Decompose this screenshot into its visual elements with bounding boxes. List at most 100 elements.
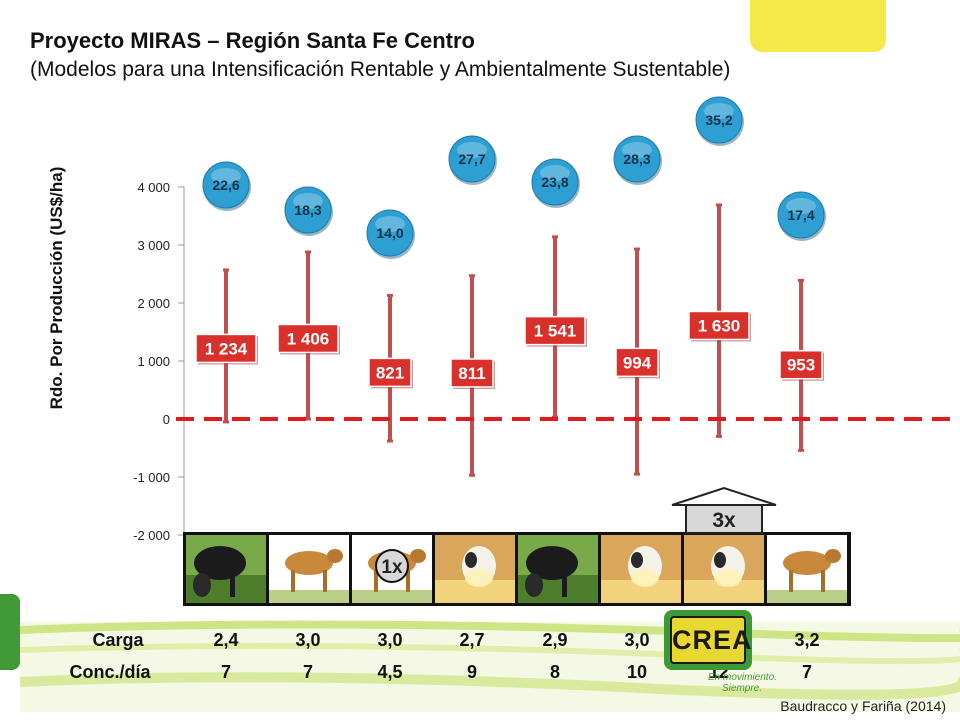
page-title: Proyecto MIRAS – Región Santa Fe Centro [30,28,475,53]
crea-logo: CREA [664,610,752,670]
mean-label-box [368,357,412,388]
bubble-label: 18,3 [294,202,321,218]
cow-leg [562,575,567,597]
bubble-label: 27,7 [458,151,485,167]
mean-label: 1 630 [698,316,741,335]
y-tick-label: 0 [163,412,170,427]
conc-value: 7 [221,662,231,682]
conc-value: 7 [303,662,313,682]
badge-3x-roof [671,486,777,506]
mean-label-box [524,315,586,346]
bubble-label: 22,6 [212,177,239,193]
carga-value: 3,0 [624,630,649,650]
value-bubble [695,96,743,144]
cow-spot [714,552,726,568]
cow-head [410,549,426,563]
feed-glow [714,569,742,587]
feed-trough [684,580,764,603]
cow-spot [631,552,643,568]
mean-label: 994 [623,353,652,372]
bubble-highlight [375,216,405,232]
cow-head [525,573,543,597]
cow-body [526,546,578,580]
mean-label: 811 [458,364,485,383]
cow-standing-icon [269,535,349,603]
grass-ground [767,590,847,603]
conc-value: 9 [467,662,477,682]
badge-3x-box [685,504,763,534]
carga-value: 3,2 [794,630,819,650]
feed-trough [601,580,681,603]
bubble-label: 17,4 [787,207,814,223]
cow-feeding-icon: 3x [671,486,777,603]
mean-label: 1 541 [534,322,577,341]
mean-label-box [615,347,659,378]
conc-value: 8 [550,662,560,682]
cow-leg [230,575,235,597]
y-tick-label: 2 000 [137,296,170,311]
y-tick-label: -2 000 [133,528,170,543]
cow-feeding-icon [435,535,515,603]
cow-body [285,551,333,575]
carga-value: 2,9 [542,630,567,650]
value-bubble [777,191,825,239]
cow-head [825,549,841,563]
grass-band [19,620,960,712]
cow-body [194,546,246,580]
carga-value: 2,7 [459,630,484,650]
bubble-highlight [540,165,570,181]
conc-value: 10 [627,662,647,682]
bubble-highlight [704,103,734,119]
cow-leg [323,570,327,592]
mean-label: 1 406 [287,329,330,348]
bubble-highlight [622,142,652,158]
y-tick-label: -1 000 [133,470,170,485]
bubble-highlight [211,168,241,184]
cow-feeding-icon [601,535,681,603]
value-bubble [202,161,250,209]
cow-standing-icon: 1x [352,535,432,603]
feed-glow [465,569,493,587]
mean-label-box [779,349,823,380]
badge-3x-label: 3x [712,509,736,532]
mean-label: 821 [376,363,404,382]
bubble-label: 14,0 [376,225,403,241]
cow-leg [406,570,410,592]
bubble-label: 35,2 [705,112,732,128]
value-bubble [613,135,661,183]
badge-1x-label: 1x [381,557,403,578]
grass-ground [352,590,432,603]
mean-label-box [688,310,750,341]
carga-value: 3,0 [377,630,402,650]
bubble-highlight [786,198,816,214]
feed-glow [631,569,659,587]
citation: Baudracco y Fariña (2014) [780,698,946,714]
conc-value: 4,5 [377,662,402,682]
corner-decoration [750,0,886,52]
y-tick-label: 3 000 [137,238,170,253]
cow-grazing-icon [518,535,598,603]
mean-label: 953 [787,356,815,375]
row-label-carga: Carga [92,630,144,650]
feed-trough [435,580,515,603]
bubble-label: 28,3 [623,151,650,167]
y-tick-label: 1 000 [137,354,170,369]
cow-standing-icon [767,535,847,603]
cow-spot [465,552,477,568]
side-tab-decoration [0,594,20,670]
cow-leg [821,570,825,592]
badge-1x-circle [375,549,409,583]
mean-label-box [277,323,339,354]
grass-ground [269,590,349,603]
bubble-highlight [293,193,323,209]
conc-value: 7 [802,662,812,682]
cow-leg [789,570,793,592]
y-tick-label: 4 000 [137,180,170,195]
bubble-highlight [457,142,487,158]
row-label-conc: Conc./día [69,662,151,682]
cow-head [327,549,343,563]
crea-tagline-line-1: En movimiento. [708,672,777,683]
carga-value: 2,4 [213,630,238,650]
cow-head [193,573,211,597]
cow-leg [374,570,378,592]
